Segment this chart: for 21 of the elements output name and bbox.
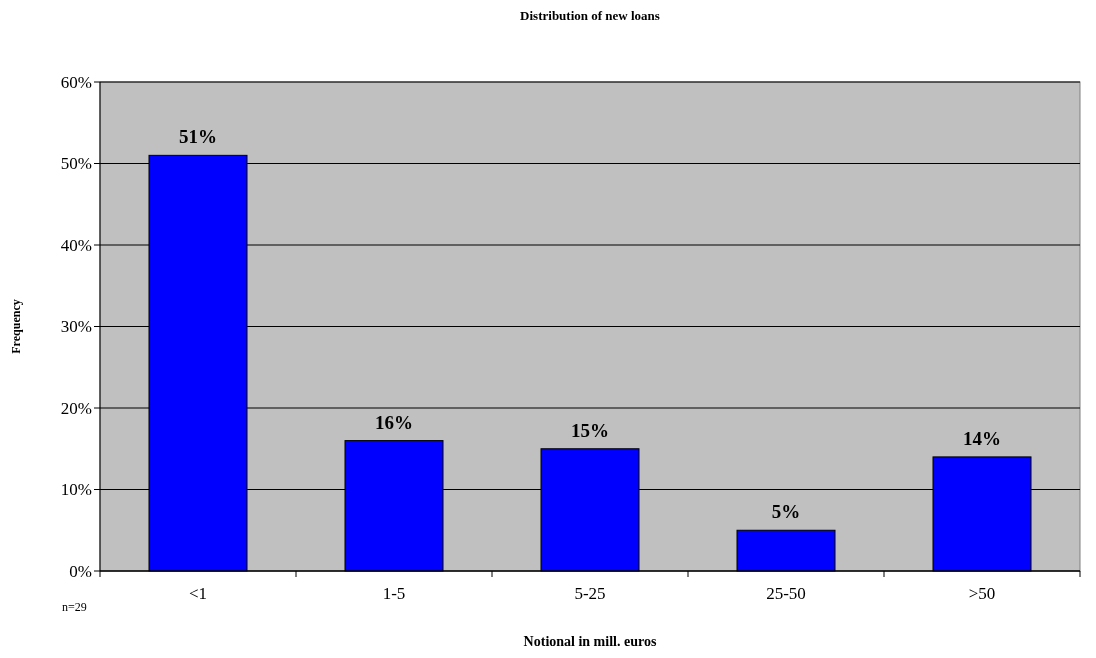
data-label: 51%: [179, 126, 217, 148]
y-tick-label: 20%: [60, 398, 92, 418]
x-tick-label: 25-50: [766, 584, 806, 603]
x-tick-label: 5-25: [574, 584, 606, 603]
x-axis-title: Notional in mill. euros: [523, 634, 657, 649]
x-tick-label: <1: [188, 584, 208, 603]
y-tick-label: 40%: [60, 235, 92, 255]
text: n=29: [62, 600, 87, 614]
y-tick-label: 10%: [60, 480, 92, 500]
data-label: 5%: [771, 501, 801, 523]
x-tick-label: 1-5: [382, 584, 406, 603]
y-axis-title: Frequency: [9, 299, 23, 354]
data-label: 14%: [963, 427, 1001, 449]
y-tick-label: 60%: [60, 72, 92, 92]
y-tick-label: 0%: [69, 561, 92, 581]
data-label: 15%: [571, 419, 609, 441]
chart-title: Distribution of new loans: [520, 8, 660, 23]
x-tick-label: >50: [968, 584, 996, 603]
data-label: 16%: [375, 411, 413, 433]
y-tick-label: 50%: [60, 154, 92, 174]
y-tick-label: 30%: [60, 317, 92, 337]
